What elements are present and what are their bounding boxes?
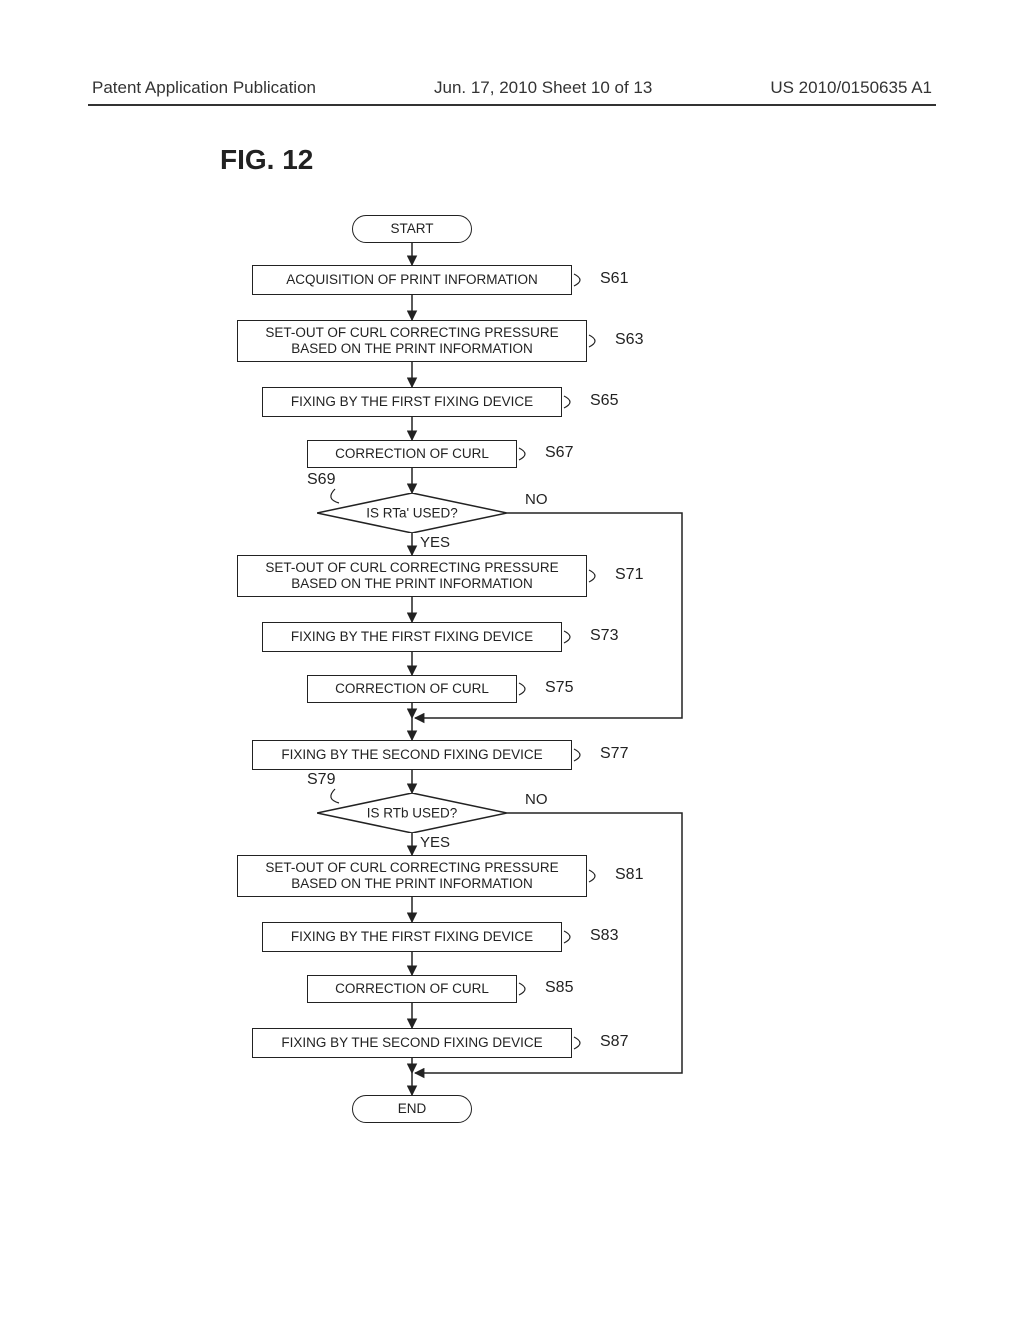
header-right: US 2010/0150635 A1 [770, 78, 932, 98]
terminator-end: END [352, 1095, 472, 1123]
step-label: S71 [615, 566, 643, 584]
process-s73: FIXING BY THE FIRST FIXING DEVICE [262, 622, 562, 652]
decision-text: IS RTb USED? [367, 806, 458, 821]
process-s61: ACQUISITION OF PRINT INFORMATION [252, 265, 572, 295]
yes-label: YES [420, 834, 450, 851]
process-s81: SET-OUT OF CURL CORRECTING PRESSUREBASED… [237, 855, 587, 897]
figure-title: FIG. 12 [220, 144, 313, 176]
step-label: S61 [600, 270, 628, 288]
step-label: S87 [600, 1033, 628, 1051]
step-label: S75 [545, 679, 573, 697]
step-label: S69 [307, 471, 335, 489]
process-s87: FIXING BY THE SECOND FIXING DEVICE [252, 1028, 572, 1058]
process-s71: SET-OUT OF CURL CORRECTING PRESSUREBASED… [237, 555, 587, 597]
no-label: NO [525, 491, 548, 508]
step-label: S79 [307, 771, 335, 789]
step-label: S85 [545, 979, 573, 997]
header-left: Patent Application Publication [92, 78, 316, 98]
step-label: S81 [615, 866, 643, 884]
step-label: S83 [590, 927, 618, 945]
process-s77: FIXING BY THE SECOND FIXING DEVICE [252, 740, 572, 770]
header-center: Jun. 17, 2010 Sheet 10 of 13 [434, 78, 652, 98]
process-s75: CORRECTION OF CURL [307, 675, 517, 703]
decision-s69: IS RTa' USED? [317, 493, 507, 533]
header-rule [88, 104, 936, 106]
step-label: S77 [600, 745, 628, 763]
process-s63: SET-OUT OF CURL CORRECTING PRESSUREBASED… [237, 320, 587, 362]
step-label: S63 [615, 331, 643, 349]
step-label: S65 [590, 392, 618, 410]
yes-label: YES [420, 534, 450, 551]
page-header: Patent Application Publication Jun. 17, … [0, 78, 1024, 98]
step-label: S67 [545, 444, 573, 462]
process-s83: FIXING BY THE FIRST FIXING DEVICE [262, 922, 562, 952]
process-s65: FIXING BY THE FIRST FIXING DEVICE [262, 387, 562, 417]
step-label: S73 [590, 627, 618, 645]
terminator-start: START [352, 215, 472, 243]
no-label: NO [525, 791, 548, 808]
process-s85: CORRECTION OF CURL [307, 975, 517, 1003]
process-s67: CORRECTION OF CURL [307, 440, 517, 468]
decision-text: IS RTa' USED? [366, 506, 458, 521]
decision-s79: IS RTb USED? [317, 793, 507, 833]
